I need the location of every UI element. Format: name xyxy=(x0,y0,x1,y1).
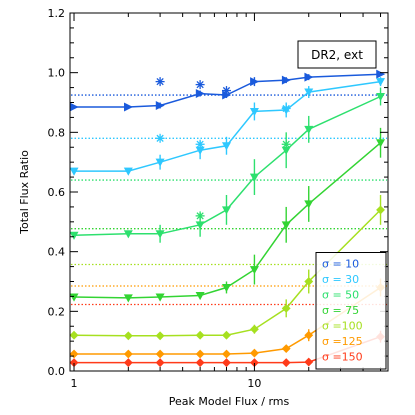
data-point xyxy=(304,277,314,286)
data-point xyxy=(222,349,231,359)
data-point xyxy=(376,139,386,148)
data-point xyxy=(221,283,231,293)
data-point xyxy=(195,349,205,359)
data-point xyxy=(304,200,314,209)
data-point xyxy=(195,221,205,230)
y-tick-label: 1.2 xyxy=(48,7,66,20)
data-point xyxy=(221,206,231,215)
legend-entry-2: σ = 50 xyxy=(322,289,359,302)
legend-entry-0: σ = 10 xyxy=(322,258,359,271)
data-point xyxy=(155,358,165,368)
star-marker xyxy=(281,103,291,113)
data-point xyxy=(221,142,231,151)
y-tick-label: 0.2 xyxy=(48,305,66,318)
data-point xyxy=(249,266,259,275)
data-point xyxy=(249,107,259,117)
star-marker xyxy=(195,139,205,149)
data-point xyxy=(304,125,314,134)
x-axis-title: Peak Model Flux / rms xyxy=(169,395,290,408)
y-tick-label: 0.0 xyxy=(48,365,66,378)
data-point xyxy=(195,358,205,368)
star-stroke xyxy=(282,104,290,113)
data-point xyxy=(195,89,205,99)
annotation-box: DR2, ext xyxy=(297,40,377,69)
data-point xyxy=(155,331,165,341)
legend-entry-4: σ =100 xyxy=(322,320,363,333)
extra-markers xyxy=(155,77,291,221)
legend-entry-6: σ =150 xyxy=(322,351,363,364)
data-point xyxy=(69,330,79,340)
data-point xyxy=(376,93,386,102)
data-point xyxy=(155,230,165,239)
star-stroke xyxy=(222,86,231,95)
legend: σ = 10 σ = 30 σ = 50 σ = 75 σ =100 σ =125 σ =1… xyxy=(315,252,387,370)
star-stroke xyxy=(196,140,204,148)
data-point xyxy=(123,294,133,303)
star-stroke xyxy=(156,77,164,86)
star-stroke xyxy=(196,80,204,89)
data-point xyxy=(281,75,291,85)
star-marker xyxy=(155,133,165,143)
y-axis-title: Total Flux Ratio xyxy=(18,150,31,235)
y-tick-label: 0.8 xyxy=(48,126,66,139)
data-point xyxy=(281,221,291,230)
data-point xyxy=(250,77,260,87)
data-point xyxy=(250,324,259,334)
data-point xyxy=(281,358,291,368)
data-point xyxy=(250,348,259,358)
data-point xyxy=(155,349,165,359)
data-point xyxy=(376,69,386,79)
legend-entry-5: σ =125 xyxy=(322,335,363,348)
data-point xyxy=(376,205,385,215)
data-point xyxy=(155,158,165,167)
series-4 xyxy=(69,194,385,341)
data-point xyxy=(281,303,291,313)
data-point xyxy=(69,167,79,176)
star-marker xyxy=(195,211,205,221)
series-0 xyxy=(69,69,386,112)
star-marker xyxy=(281,139,291,149)
y-tick-label: 0.4 xyxy=(48,246,66,259)
data-point xyxy=(304,357,314,367)
data-point xyxy=(376,78,386,87)
legend-entry-3: σ = 75 xyxy=(322,304,359,317)
data-point xyxy=(123,230,133,239)
data-point xyxy=(123,167,133,176)
x-tick-label: 10 xyxy=(247,377,261,390)
data-point xyxy=(304,72,314,82)
y-tick-label: 1.0 xyxy=(48,67,66,80)
legend-frame xyxy=(315,252,387,370)
data-point xyxy=(304,88,314,97)
data-point xyxy=(222,358,231,368)
data-point xyxy=(124,102,133,112)
x-tick-label: 1 xyxy=(71,377,78,390)
star-marker xyxy=(155,77,165,87)
data-point xyxy=(222,330,231,340)
data-point xyxy=(123,349,133,359)
data-point xyxy=(123,358,133,368)
data-point xyxy=(281,344,291,354)
data-point xyxy=(304,330,314,340)
star-stroke xyxy=(196,212,204,220)
annotation-text: DR2, ext xyxy=(311,48,363,62)
data-point xyxy=(69,293,79,302)
series-3 xyxy=(69,127,386,303)
series-2 xyxy=(69,87,386,243)
data-point xyxy=(195,292,205,301)
star-stroke xyxy=(156,134,164,142)
data-point xyxy=(155,100,165,110)
star-marker xyxy=(221,86,231,96)
axis-tick-labels: 0.0 0.2 0.4 0.6 0.8 1.0 1.2 1 10 xyxy=(48,7,262,390)
legend-entry-1: σ = 30 xyxy=(322,273,359,286)
data-point xyxy=(249,173,259,182)
data-point xyxy=(123,331,133,341)
data-point xyxy=(195,330,205,340)
data-point xyxy=(69,231,79,240)
data-point xyxy=(155,293,165,302)
star-marker xyxy=(195,80,205,90)
star-stroke xyxy=(282,140,290,148)
y-tick-label: 0.6 xyxy=(48,186,66,199)
